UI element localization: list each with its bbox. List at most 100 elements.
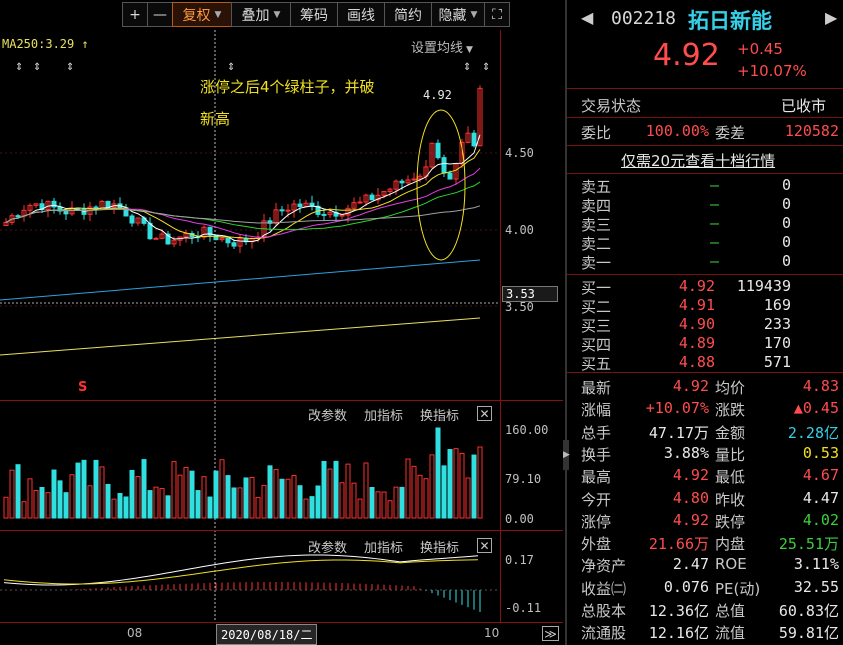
volume-bar: [291, 475, 297, 519]
stat-value: ▲0.45: [793, 399, 839, 418]
volume-bar: [75, 462, 81, 519]
stat-value: 4.83: [802, 377, 839, 395]
ma250-label: MA250:3.29: [2, 37, 75, 51]
macd-close-icon[interactable]: ✕: [477, 538, 492, 553]
sell-level-label: 卖四: [581, 197, 612, 215]
volume-bar: [231, 487, 237, 519]
buy-level-volume: 233: [763, 315, 791, 333]
volume-bar: [249, 476, 255, 519]
drawline-button[interactable]: 画线: [337, 2, 385, 27]
event-marker-icon: ⇕: [66, 62, 74, 73]
candle-body: [291, 203, 297, 211]
candle-body: [339, 214, 345, 217]
stat-label: ROE: [715, 555, 747, 574]
candle-body: [321, 213, 327, 216]
volume-bar: [225, 475, 231, 519]
macd-change-params-button[interactable]: 改参数: [308, 541, 348, 556]
volume-bar: [207, 496, 213, 519]
candle-body: [429, 142, 435, 168]
buy-level-price: 4.88: [678, 353, 715, 371]
simple-button[interactable]: 简约: [384, 2, 432, 27]
zoom-in-button[interactable]: +: [122, 2, 148, 27]
stat-label: 净资产: [581, 557, 627, 576]
sell-level-volume: 0: [781, 252, 791, 270]
ma-settings-button[interactable]: 设置均线 ▼: [411, 37, 473, 56]
price-change: +0.45: [737, 40, 783, 58]
candle-body: [63, 210, 69, 215]
moving-average-line: [5, 149, 481, 239]
volume-bar: [339, 482, 345, 519]
candle-body: [411, 178, 417, 181]
price-axis-separator: [500, 30, 501, 622]
ma250-arrow: ↑: [81, 37, 89, 51]
volume-bar: [273, 469, 279, 519]
buy-level-volume: 571: [763, 353, 791, 371]
volume-bar: [345, 463, 351, 519]
volume-bar: [423, 478, 429, 519]
volume-bar: [45, 492, 51, 519]
volume-bar: [297, 485, 303, 519]
toolbar-button-label: —: [153, 6, 167, 23]
chevron-down-icon: ▼: [466, 45, 473, 55]
candle-body: [237, 237, 243, 247]
volume-bar: [159, 488, 165, 519]
stat-value: 25.51万: [778, 535, 839, 554]
sell-level-price: —: [709, 252, 719, 270]
stat-label: 流通股: [581, 624, 627, 643]
scroll-right-icon[interactable]: ≫: [542, 626, 559, 641]
buy-level-label: 买五: [581, 355, 612, 373]
vol-switch-indicator-button[interactable]: 换指标: [420, 409, 460, 424]
vol-close-icon[interactable]: ✕: [477, 406, 492, 421]
stat-label: PE(动): [715, 579, 761, 598]
sell-level-label: 卖一: [581, 254, 612, 272]
volume-bar: [153, 486, 159, 519]
candle-body: [453, 163, 459, 180]
volume-bar: [81, 459, 87, 519]
sell-level-price: —: [709, 176, 719, 194]
prev-stock-icon[interactable]: ◀: [581, 8, 594, 27]
volume-bar: [357, 498, 363, 519]
stat-value: 0.53: [802, 443, 839, 462]
candle-body: [363, 194, 369, 203]
annotation-line-1: 涨停之后4个绿柱子，并破: [200, 78, 375, 96]
candle-body: [297, 203, 303, 207]
volume-bar: [315, 485, 321, 519]
volume-bar: [87, 485, 93, 519]
sell-level-volume: 0: [781, 195, 791, 213]
overlay-dropdown[interactable]: 叠加 ▼: [231, 2, 291, 27]
stat-label: 今开: [581, 490, 612, 509]
stat-value: 2.28亿: [787, 423, 839, 442]
stat-value: 3.11%: [793, 555, 839, 574]
price-tick-3-50: 3.50: [505, 300, 534, 314]
stat-value: 0.076: [663, 577, 709, 596]
volume-bar: [9, 469, 15, 519]
fuquan-dropdown[interactable]: 复权 ▼: [172, 2, 232, 27]
volume-bar: [309, 496, 315, 519]
vol-tick-79: 79.10: [505, 472, 542, 486]
vol-change-params-button[interactable]: 改参数: [308, 409, 348, 424]
macd-switch-indicator-button[interactable]: 换指标: [420, 541, 460, 556]
stat-value: 2.47: [672, 555, 709, 574]
event-marker-icon: ⇕: [33, 62, 41, 73]
vol-add-indicator-button[interactable]: 加指标: [364, 409, 404, 424]
buy-level-volume: 119439: [736, 277, 791, 295]
stat-label: 最高: [581, 468, 612, 487]
collapse-panel-icon[interactable]: ▶: [563, 440, 570, 470]
chips-button[interactable]: 筹码: [290, 2, 338, 27]
macd-add-indicator-button[interactable]: 加指标: [364, 541, 404, 556]
toolbar-button-label: 筹码: [300, 7, 328, 24]
volume-bar: [69, 474, 75, 519]
vol-tick-160: 160.00: [505, 423, 549, 437]
level2-promo-link[interactable]: 仅需20元查看十档行情: [621, 152, 776, 170]
candle-body: [225, 237, 231, 244]
candle-body: [159, 233, 165, 239]
stat-value: 4.92: [672, 510, 709, 529]
candle-body: [369, 194, 375, 201]
next-stock-icon[interactable]: ▶: [825, 8, 838, 27]
volume-bar: [243, 477, 249, 519]
kline-chart[interactable]: ⇕ ⇕ ⇕ ⇕ ⇕ ⇕: [0, 30, 563, 645]
hide-dropdown[interactable]: 隐藏 ▼: [431, 2, 485, 27]
fullscreen-button[interactable]: ⛶: [484, 2, 510, 27]
zoom-out-button[interactable]: —: [147, 2, 173, 27]
volume-bar: [363, 462, 369, 519]
